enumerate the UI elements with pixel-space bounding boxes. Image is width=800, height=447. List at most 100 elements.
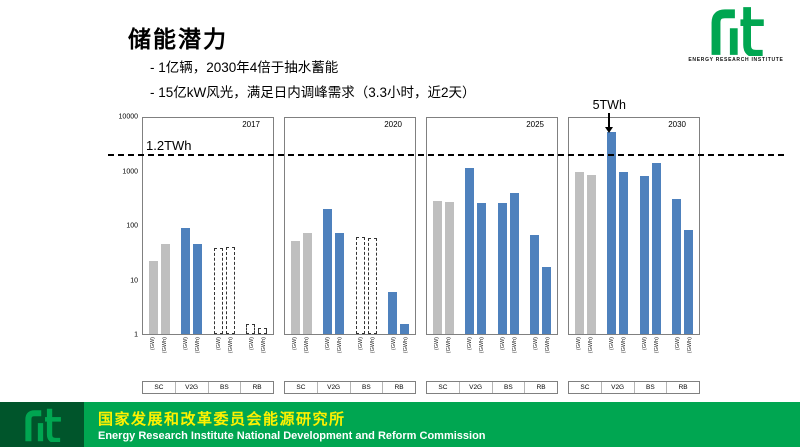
bar-group-BS [492, 193, 525, 334]
bar-group-SC [569, 171, 602, 334]
bar-group-RB [667, 199, 700, 334]
y-tick-label: 10 [130, 277, 138, 284]
bar [290, 241, 300, 334]
bar [651, 162, 661, 334]
group-label-RB: RB [666, 382, 699, 393]
bar [148, 260, 158, 334]
bar-label-slot: (GWh) [259, 335, 268, 381]
panel-group-row: SC V2G BS RB [284, 381, 416, 394]
group-label-SC: SC [580, 384, 590, 391]
bar-label-slot: (GWh) [477, 335, 486, 381]
bar-label-slot: (GW) [181, 335, 190, 381]
y-tick-label: 10000 [118, 113, 138, 121]
footer-band: 国家发展和改革委员会能源研究所 Energy Research Institut… [84, 402, 800, 447]
bar [367, 237, 377, 334]
label-group-RB: (GW) (GWh) [241, 335, 274, 381]
bar-axis-label: (GW) [575, 337, 582, 351]
bar-label-slot: (GW) [247, 335, 256, 381]
bar-label-slot: (GWh) [335, 335, 344, 381]
bar-axis-label: (GWh) [511, 337, 518, 354]
bar-group-RB [383, 291, 416, 334]
panel-plot: 2017 [142, 117, 274, 335]
label-group-SC: (GW) (GWh) [142, 335, 175, 381]
bar-label-slot: (GW) [323, 335, 332, 381]
bar-label-slot: (GWh) [543, 335, 552, 381]
bar [432, 200, 442, 334]
panel-plot: 2030 [568, 117, 700, 335]
group-label-RB: RB [382, 382, 415, 393]
bar-axis-label: (GWh) [303, 337, 310, 354]
panel-x-labels: (GW) (GWh) (GW) (GWh) (GW) (GWh) (GW) (GWh) [568, 335, 700, 381]
annotation-label: 5TWh [592, 98, 626, 113]
bar-label-slot: (GW) [290, 335, 299, 381]
chart-panel-2017: 2017 (GW) (GWh) (GW) (GWh) (GW) (GWh) (GW) (GWh)… [142, 117, 274, 394]
bar-axis-label: (GWh) [478, 337, 485, 354]
annotation-arrow-head [605, 127, 614, 134]
bar-label-slot: (GWh) [193, 335, 202, 381]
bar-label-slot: (GWh) [619, 335, 628, 381]
bar-axis-label: (GWh) [336, 337, 343, 354]
eri-logo: ENERGY RESEARCH INSTITUTE [686, 6, 786, 63]
bar-group-BS [350, 237, 383, 334]
panel-plot: 2025 [426, 117, 558, 335]
chart-panel-2030: 2030 (GW) (GWh) (GW) (GWh) (GW) (GWh) (GW) (GWh)… [568, 117, 700, 394]
group-label-BS: BS [207, 382, 241, 393]
chart-body: 10000 1000 100 10 1 2017 (GW) (GWh) (GW) (GWh) (G… [112, 113, 700, 394]
annotation-arrow-line [608, 113, 611, 128]
label-group-BS: (GW) (GWh) [350, 335, 383, 381]
bar-axis-label: (GW) [641, 337, 648, 351]
bar-group-SC [143, 243, 176, 334]
bar-axis-label: (GW) [357, 337, 364, 351]
bar-group-BS [634, 162, 667, 334]
bar-axis-label: (GWh) [369, 337, 376, 354]
bar [213, 247, 223, 334]
label-group-RB: (GW) (GWh) [525, 335, 558, 381]
bar-label-slot: (GW) [531, 335, 540, 381]
bullet-item-1: - 1亿辆，2030年4倍于抽水蓄能 [150, 60, 339, 75]
label-group-SC: (GW) (GWh) [284, 335, 317, 381]
panel-year-label: 2025 [526, 120, 544, 129]
label-group-SC: (GW) (GWh) [568, 335, 601, 381]
group-label-V2G: V2G [458, 382, 492, 393]
bullet-item-2: - 15亿kW风光，满足日内调峰需求（3.3小时，近2天） [150, 84, 476, 100]
bar [444, 201, 454, 334]
panel-x-labels: (GW) (GWh) (GW) (GWh) (GW) (GWh) (GW) (GWh) [284, 335, 416, 381]
bar-axis-label: (GW) [466, 337, 473, 351]
label-group-RB: (GW) (GWh) [383, 335, 416, 381]
panel-group-row: SC V2G BS RB [426, 381, 558, 394]
bar [542, 266, 552, 334]
label-group-SC: (GW) (GWh) [426, 335, 459, 381]
footer-org-name-cn: 国家发展和改革委员会能源研究所 [98, 410, 346, 428]
bar-axis-label: (GW) [532, 337, 539, 351]
y-tick-label: 100 [126, 222, 138, 230]
group-label-SC: SC [296, 384, 306, 391]
chart-panels: 2017 (GW) (GWh) (GW) (GWh) (GW) (GWh) (GW) (GWh)… [142, 117, 700, 394]
eri-logo-glyph-small [25, 408, 61, 442]
bar [160, 243, 170, 334]
bar-label-slot: (GW) [574, 335, 583, 381]
panel-group-row: SC V2G BS RB [568, 381, 700, 394]
chart-panel-2020: 2020 (GW) (GWh) (GW) (GWh) (GW) (GWh) (GW) (GWh)… [284, 117, 416, 394]
bar [586, 175, 596, 334]
footer-org-name-en: Energy Research Institute National Devel… [98, 429, 486, 442]
group-label-RB: RB [240, 382, 273, 393]
bar-label-slot: (GWh) [302, 335, 311, 381]
bar-axis-label: (GW) [149, 337, 156, 351]
bar-group-V2G [460, 168, 493, 334]
bar-axis-label: (GWh) [402, 337, 409, 354]
storage-potential-chart: 1.2TWh 5TWh 10000 1000 100 10 1 2017 (GW) (GWh… [108, 98, 784, 394]
label-group-V2G: (GW) (GWh) [317, 335, 350, 381]
bar-axis-label: (GW) [248, 337, 255, 351]
bar [477, 203, 487, 334]
bar [465, 168, 475, 334]
bar-axis-label: (GWh) [161, 337, 168, 354]
bar [302, 233, 312, 334]
eri-logo-glyph [711, 7, 764, 56]
bar-label-slot: (GW) [148, 335, 157, 381]
bar [684, 230, 694, 334]
bullet-list: - 1亿辆，2030年4倍于抽水蓄能 - 15亿kW风光，满足日内调峰需求（3.… [150, 56, 476, 106]
footer-logo-box [0, 402, 84, 447]
footer: 国家发展和改革委员会能源研究所 Energy Research Institut… [0, 402, 800, 447]
bar-label-slot: (GW) [673, 335, 682, 381]
